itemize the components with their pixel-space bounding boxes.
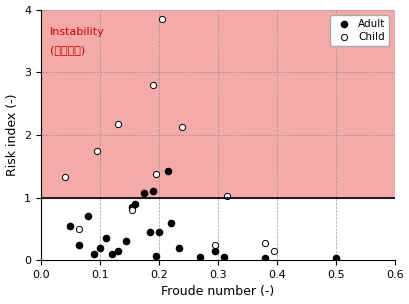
Child xyxy=(153,171,159,176)
Adult xyxy=(129,205,136,209)
Child xyxy=(76,226,83,231)
Adult xyxy=(153,253,159,258)
Adult xyxy=(211,248,218,253)
Adult xyxy=(85,214,91,219)
Child xyxy=(211,242,218,247)
Text: (위험구간): (위험구간) xyxy=(50,45,85,55)
Child xyxy=(115,121,121,126)
Adult xyxy=(76,242,83,247)
Adult xyxy=(164,169,171,174)
Child xyxy=(61,175,68,180)
Legend: Adult, Child: Adult, Child xyxy=(330,15,389,46)
Child xyxy=(223,194,230,199)
Adult xyxy=(167,220,174,225)
Child xyxy=(159,16,165,21)
Y-axis label: Risk index (-): Risk index (-) xyxy=(6,94,18,176)
X-axis label: Froude number (-): Froude number (-) xyxy=(161,285,274,299)
Adult xyxy=(103,236,109,241)
Adult xyxy=(150,189,156,194)
Child xyxy=(262,240,268,245)
Child xyxy=(179,125,186,130)
Adult xyxy=(115,248,121,253)
Adult xyxy=(197,255,203,260)
Adult xyxy=(262,256,268,261)
Adult xyxy=(67,223,74,228)
Adult xyxy=(147,230,153,234)
Adult xyxy=(123,239,130,244)
Adult xyxy=(220,255,227,260)
Adult xyxy=(176,245,183,250)
Adult xyxy=(108,251,115,256)
Bar xyxy=(41,9,395,198)
Adult xyxy=(97,245,103,250)
Child xyxy=(270,248,277,253)
Adult xyxy=(141,190,147,195)
Child xyxy=(129,208,136,212)
Adult xyxy=(155,230,162,234)
Adult xyxy=(132,201,139,206)
Child xyxy=(150,82,156,87)
Adult xyxy=(91,251,97,256)
Text: Instability: Instability xyxy=(50,27,105,37)
Adult xyxy=(333,256,339,261)
Child xyxy=(94,148,100,153)
